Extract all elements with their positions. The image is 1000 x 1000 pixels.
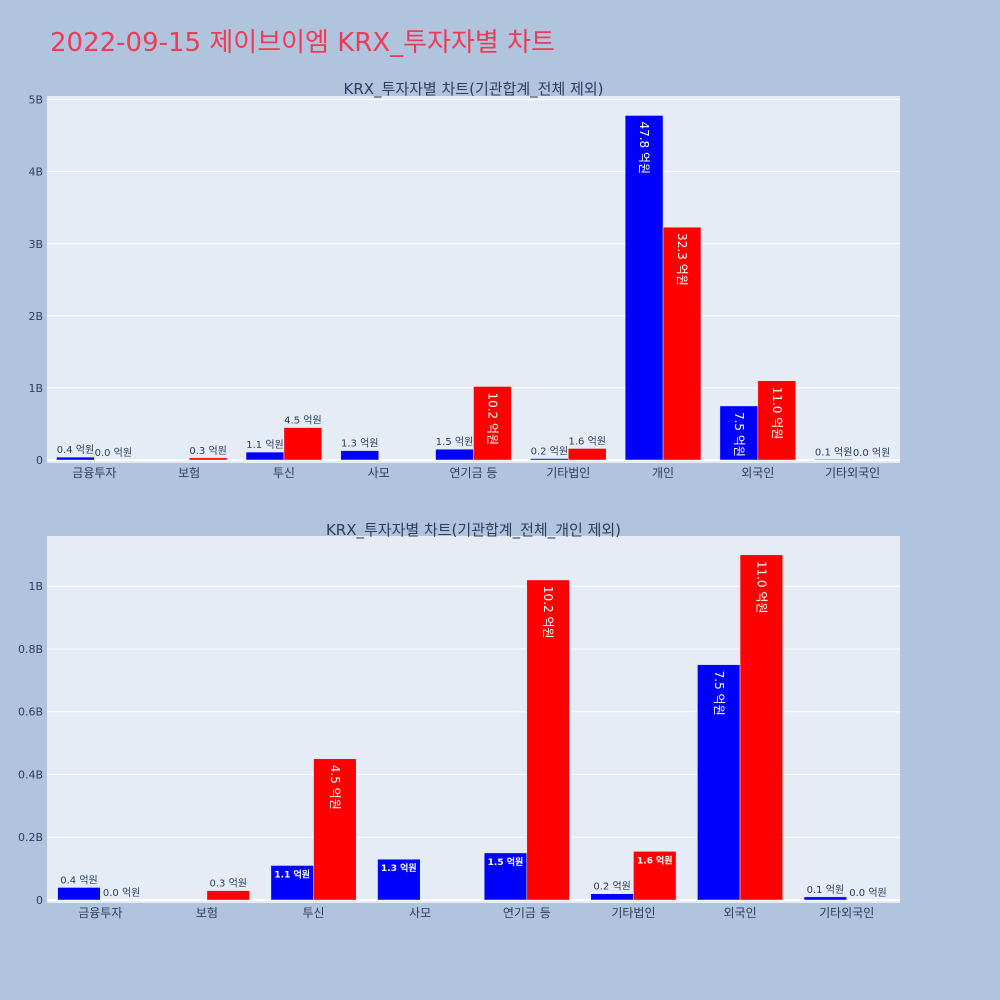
data-label: 0.3 억원 (210, 878, 247, 890)
data-label: 0.4 억원 (57, 444, 94, 456)
y-tick-label: 0 (36, 894, 43, 907)
data-label: 1.1 억원 (274, 868, 310, 880)
bar (57, 887, 101, 901)
bar (340, 450, 379, 461)
bar (624, 115, 664, 461)
bar (473, 386, 512, 461)
x-tick-label: 기타외국인 (825, 466, 880, 480)
x-tick-label: 연기금 등 (450, 466, 498, 480)
y-tick-label: 0.6B (18, 706, 43, 719)
data-label: 0.1 억원 (815, 446, 852, 458)
data-label: 1.6 억원 (568, 435, 605, 447)
chart-1: KRX_투자자별 차트(기관합계_전체 제외) 0 1B 2B 3B 4B 5B 금융투자 0.… (28, 80, 900, 480)
bar (206, 890, 250, 901)
data-label: 1.6 억원 (637, 854, 673, 866)
chart-2: KRX_투자자별 차트(기관합계_전체_개인 제외) 0 0.2B 0.4B 0.6B 0… (18, 521, 900, 920)
y-tick-label: 1B (28, 382, 43, 395)
data-label: 10.2 억원 (541, 586, 555, 639)
bar (313, 758, 357, 901)
data-label: 0.0 억원 (103, 887, 140, 899)
data-label: 0.0 억원 (95, 447, 132, 459)
data-label: 1.1 억원 (246, 439, 283, 451)
x-tick-label: 외국인 (741, 466, 774, 480)
y-tick-label: 0.8B (18, 643, 43, 656)
bar (719, 405, 759, 461)
x-tick-label: 투신 (303, 906, 325, 920)
y-tick-label: 1B (28, 580, 43, 593)
bar (568, 448, 607, 461)
y-tick-label: 0.4B (18, 768, 43, 781)
data-label: 0.1 억원 (807, 884, 844, 896)
x-tick-label: 기타법인 (546, 466, 590, 480)
bar (757, 380, 796, 461)
data-label: 1.3 억원 (341, 438, 378, 450)
data-label: 1.5 억원 (488, 856, 524, 868)
data-label: 7.5 억원 (732, 412, 746, 457)
x-tick-label: 금융투자 (78, 906, 122, 920)
y-tick-label: 5B (28, 94, 43, 107)
bar (526, 579, 570, 901)
x-tick-label: 개인 (652, 466, 674, 480)
bar (483, 852, 528, 901)
data-label: 0.2 억원 (531, 446, 568, 458)
bar (245, 451, 285, 461)
data-label: 0.4 억원 (60, 874, 97, 886)
y-tick-label: 0 (36, 454, 43, 467)
bar (435, 448, 474, 461)
bar (188, 457, 228, 461)
bar (56, 456, 95, 461)
data-label: 0.0 억원 (849, 887, 886, 899)
x-tick-label: 보험 (196, 906, 218, 920)
x-tick-label: 외국인 (724, 906, 757, 920)
data-label: 32.3 억원 (675, 233, 689, 286)
x-tick-label: 사모 (368, 466, 390, 480)
x-tick-label: 투신 (273, 466, 295, 480)
x-tick-label: 사모 (409, 906, 431, 920)
data-label: 1.5 억원 (436, 436, 473, 448)
x-tick-label: 연기금 등 (503, 906, 551, 920)
bar (803, 896, 847, 901)
data-label: 10.2 억원 (485, 392, 499, 445)
data-label: 1.3 억원 (381, 862, 417, 874)
bar (662, 226, 702, 461)
chart-title: KRX_투자자별 차트(기관합계_전체 제외) (344, 80, 604, 99)
y-tick-label: 0.2B (18, 831, 43, 844)
x-tick-label: 금융투자 (72, 466, 116, 480)
data-label: 4.5 억원 (284, 415, 321, 427)
data-label: 0.2 억원 (593, 881, 630, 893)
bar (633, 851, 677, 901)
bar (739, 554, 783, 901)
bar (697, 664, 741, 901)
bar (814, 459, 853, 461)
data-label: 0.0 억원 (853, 447, 890, 459)
bar (590, 893, 634, 901)
y-tick-label: 3B (28, 238, 43, 251)
x-tick-label: 보험 (178, 466, 200, 480)
chart-title: KRX_투자자별 차트(기관합계_전체_개인 제외) (326, 521, 621, 540)
x-tick-label: 기타법인 (611, 906, 655, 920)
data-label: 47.8 억원 (637, 121, 651, 174)
data-label: 7.5 억원 (712, 671, 726, 716)
bar (377, 858, 421, 901)
data-label: 11.0 억원 (754, 561, 768, 614)
data-label: 4.5 억원 (328, 765, 342, 810)
x-tick-label: 기타외국인 (819, 906, 874, 920)
bar (283, 427, 323, 461)
data-label: 11.0 억원 (770, 387, 784, 440)
bar (530, 458, 569, 461)
data-label: 0.3 억원 (189, 445, 226, 457)
y-tick-label: 4B (28, 166, 43, 179)
page-title: 2022-09-15 제이브이엠 KRX_투자자별 차트 (50, 28, 555, 58)
bar (270, 865, 314, 901)
y-tick-label: 2B (28, 310, 43, 323)
